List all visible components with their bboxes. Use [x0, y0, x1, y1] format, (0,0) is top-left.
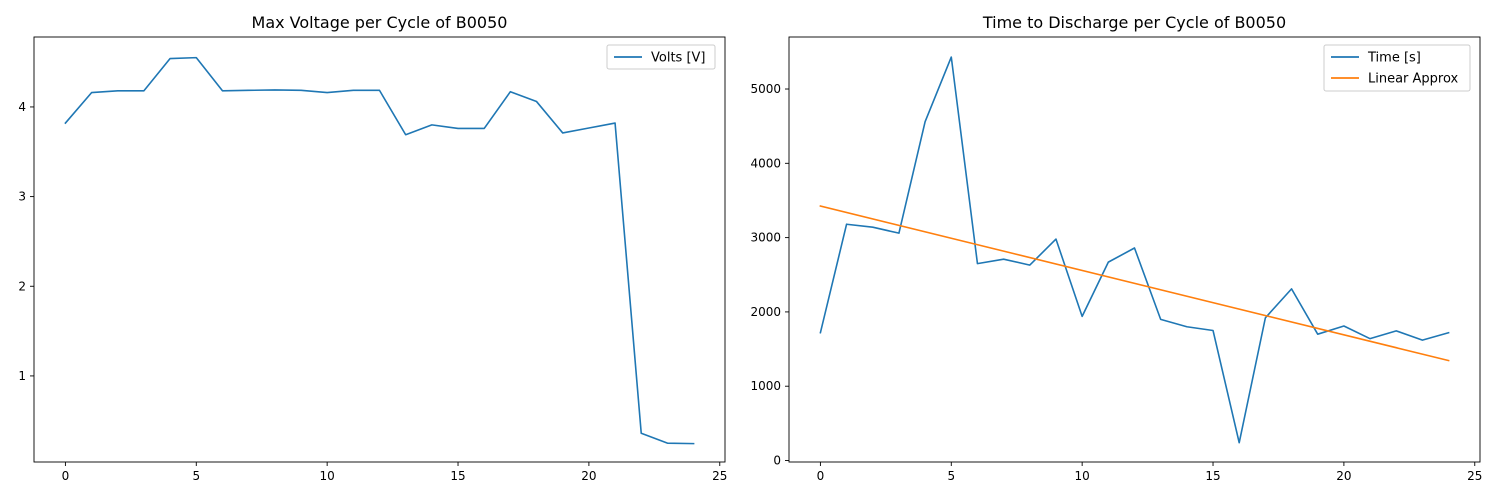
legend-label: Time [s] — [1367, 51, 1421, 66]
legend-box — [1323, 44, 1471, 92]
y-tick-label: 4 — [18, 100, 26, 114]
chart-title: Time to Discharge per Cycle of B0050 — [982, 13, 1286, 32]
series-line-2 — [819, 205, 1450, 362]
legend: Volts [V] — [606, 44, 716, 70]
series-line-1 — [64, 56, 695, 445]
x-tick-label: 20 — [581, 469, 596, 483]
x-tick-label: 10 — [1075, 469, 1090, 483]
legend-label: Volts [V] — [651, 51, 706, 66]
x-tick-label: 15 — [450, 469, 465, 483]
x-tick-label: 10 — [320, 469, 335, 483]
y-tick-label: 5000 — [750, 82, 781, 96]
x-tick-label: 0 — [817, 469, 825, 483]
y-tick-label: 4000 — [750, 156, 781, 170]
chart-title: Max Voltage per Cycle of B0050 — [252, 13, 508, 32]
x-tick-label: 15 — [1205, 469, 1220, 483]
y-tick-label: 1000 — [750, 379, 781, 393]
legend-box — [606, 44, 716, 70]
y-tick-label: 1 — [18, 369, 26, 383]
axes-frame — [788, 36, 1481, 463]
x-tick-label: 5 — [947, 469, 955, 483]
legend-label: Linear Approx — [1368, 72, 1459, 87]
x-tick-label: 0 — [62, 469, 70, 483]
legend: Time [s] Linear Approx — [1323, 44, 1471, 92]
x-tick-label: 5 — [192, 469, 200, 483]
y-tick-label: 3 — [18, 190, 26, 204]
voltage-chart: Max Voltage per Cycle of B0050 0 5 10 15 20 25… — [18, 13, 727, 483]
x-tick-label: 20 — [1336, 469, 1351, 483]
x-tick-label: 25 — [712, 469, 727, 483]
y-tick-label: 2 — [18, 279, 26, 293]
y-tick-label: 0 — [773, 454, 781, 468]
y-tick-label: 3000 — [750, 231, 781, 245]
y-tick-label: 2000 — [750, 305, 781, 319]
axes-frame — [33, 36, 726, 463]
x-tick-label: 25 — [1467, 469, 1482, 483]
discharge-time-chart: Time to Discharge per Cycle of B0050 0 5 10… — [750, 13, 1482, 483]
series-line-1 — [819, 56, 1450, 444]
